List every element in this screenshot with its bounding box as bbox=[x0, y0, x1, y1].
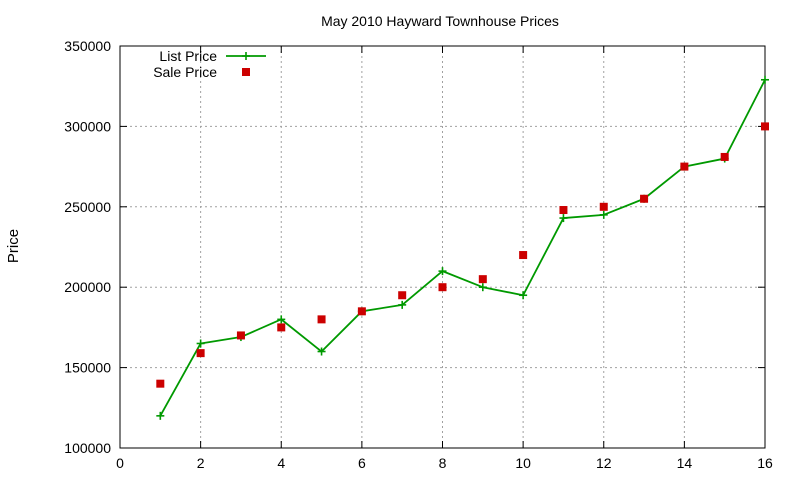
sale-price-point bbox=[156, 380, 164, 388]
y-tick-label: 350000 bbox=[64, 38, 111, 54]
grid-lines bbox=[120, 46, 765, 448]
sale-price-point bbox=[721, 153, 729, 161]
sale-price-point bbox=[237, 331, 245, 339]
list-price-line bbox=[160, 80, 765, 416]
x-tick-label: 2 bbox=[197, 455, 205, 471]
list-price-point bbox=[600, 211, 608, 219]
list-price-point bbox=[197, 339, 205, 347]
sale-price-point bbox=[761, 122, 769, 130]
legend-marker-list-price bbox=[242, 52, 250, 60]
x-tick-label: 12 bbox=[596, 455, 612, 471]
chart-title: May 2010 Hayward Townhouse Prices bbox=[321, 13, 559, 29]
sale-price-point bbox=[479, 275, 487, 283]
y-tick-label: 250000 bbox=[64, 199, 111, 215]
sale-price-point bbox=[519, 251, 527, 259]
x-tick-label: 16 bbox=[757, 455, 773, 471]
sale-price-point bbox=[559, 206, 567, 214]
x-tick-label: 8 bbox=[439, 455, 447, 471]
y-tick-label: 300000 bbox=[64, 118, 111, 134]
legend-label-list-price: List Price bbox=[159, 48, 217, 64]
tick-labels: 0 2 4 6 8 10 12 14 16 100000 150000 200000 250000 300… bbox=[64, 38, 773, 471]
list-price-point bbox=[479, 283, 487, 291]
x-tick-label: 0 bbox=[116, 455, 124, 471]
x-tick-label: 14 bbox=[677, 455, 693, 471]
sale-price-point bbox=[439, 283, 447, 291]
x-tick-label: 6 bbox=[358, 455, 366, 471]
sale-price-point bbox=[680, 163, 688, 171]
y-tick-label: 200000 bbox=[64, 279, 111, 295]
y-axis-label: Price bbox=[5, 229, 22, 263]
sale-price-point bbox=[277, 323, 285, 331]
sale-price-point bbox=[318, 315, 326, 323]
data-series bbox=[156, 76, 769, 420]
list-price-point bbox=[761, 76, 769, 84]
y-tick-label: 100000 bbox=[64, 440, 111, 456]
list-price-point bbox=[519, 291, 527, 299]
list-price-point bbox=[156, 412, 164, 420]
legend-label-sale-price: Sale Price bbox=[153, 64, 217, 80]
sale-price-point bbox=[398, 291, 406, 299]
x-tick-label: 4 bbox=[277, 455, 285, 471]
sale-price-point bbox=[358, 307, 366, 315]
x-tick-label: 10 bbox=[515, 455, 531, 471]
sale-price-point bbox=[600, 203, 608, 211]
y-tick-label: 150000 bbox=[64, 360, 111, 376]
list-price-point bbox=[559, 214, 567, 222]
legend-marker-sale-price bbox=[242, 68, 250, 76]
sale-price-point bbox=[197, 349, 205, 357]
sale-price-point bbox=[640, 195, 648, 203]
